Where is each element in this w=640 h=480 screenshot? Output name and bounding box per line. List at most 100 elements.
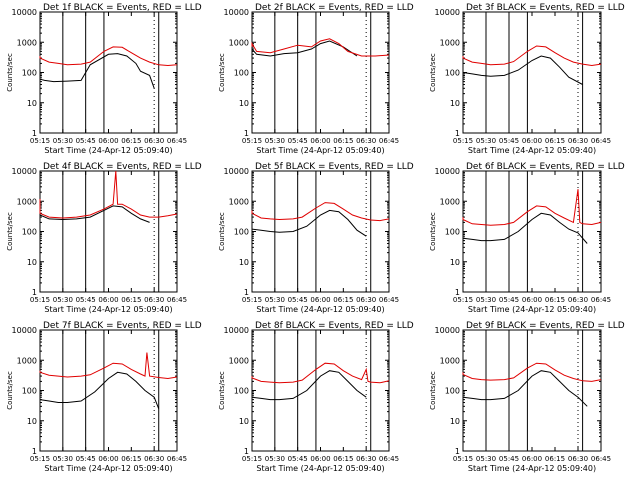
y-tick-label: 1 [244,447,249,456]
y-tick-label: 1 [244,129,249,138]
x-tick-label: 06:15 [545,455,565,463]
panel-title: Det 9f BLACK = Events, RED = LLD [466,321,625,331]
y-tick-label: 100 [22,228,37,237]
x-tick-label: 05:30 [476,137,496,145]
y-tick-label: 1000 [229,356,249,365]
y-tick-label: 10000 [12,326,37,335]
x-axis-label: Start Time (24-Apr-12 05:09:40) [256,146,384,155]
x-tick-label: 06:30 [144,296,164,304]
events-series-line [462,212,588,244]
x-tick-label: 05:45 [499,137,519,145]
x-tick-label: 06:30 [568,137,588,145]
events-series-line [462,370,588,407]
x-tick-label: 05:45 [499,296,519,304]
y-tick-label: 10 [450,417,460,426]
x-tick-label: 06:00 [522,296,542,304]
y-tick-label: 100 [234,387,249,396]
x-tick-label: 06:30 [356,296,376,304]
y-axis-label: Counts/sec [6,371,14,410]
y-tick-label: 10 [239,99,249,108]
x-axis-label: Start Time (24-Apr-12 05:09:40) [468,305,596,314]
y-axis-label: Counts/sec [6,212,14,251]
y-tick-label: 10000 [435,8,460,17]
events-series-line [39,53,155,89]
x-tick-label: 06:30 [356,137,376,145]
panel-6: Det 6f BLACK = Events, RED = LLD 1 10 100 10… [429,162,625,314]
x-tick-label: 06:30 [568,455,588,463]
x-tick-label: 06:45 [379,296,399,304]
x-tick-label: 06:00 [98,455,118,463]
x-axis-label: Start Time (24-Apr-12 05:09:40) [44,305,172,314]
x-tick-label: 06:15 [545,137,565,145]
x-tick-label: 06:15 [121,296,141,304]
x-tick-label: 06:30 [144,455,164,463]
x-tick-label: 06:15 [545,296,565,304]
plot-frame [39,329,178,452]
y-tick-label: 10000 [224,8,249,17]
x-tick-label: 06:00 [522,455,542,463]
y-tick-label: 10 [450,99,460,108]
y-axis-label: Counts/sec [429,53,437,92]
y-tick-label: 10000 [224,326,249,335]
x-axis-label: Start Time (24-Apr-12 05:09:40) [256,464,384,473]
y-tick-label: 10 [27,258,37,267]
y-tick-label: 10000 [224,167,249,176]
lld-series-line [251,362,390,384]
panel-title: Det 5f BLACK = Events, RED = LLD [255,162,414,172]
y-tick-label: 10000 [12,8,37,17]
y-axis-label: Counts/sec [429,371,437,410]
x-tick-label: 06:30 [568,296,588,304]
x-axis-label: Start Time (24-Apr-12 05:09:40) [44,146,172,155]
x-tick-label: 05:15 [30,296,50,304]
lld-series-line [39,352,178,380]
y-tick-label: 100 [445,387,460,396]
lld-series-line [39,46,178,67]
y-tick-label: 1000 [229,38,249,47]
x-tick-label: 05:15 [242,296,262,304]
x-tick-label: 05:45 [76,296,96,304]
y-tick-label: 1000 [17,38,37,47]
x-tick-label: 06:00 [98,296,118,304]
y-tick-label: 100 [445,69,460,78]
x-tick-label: 05:30 [265,455,285,463]
panel-title: Det 6f BLACK = Events, RED = LLD [466,162,625,172]
x-tick-label: 05:45 [499,455,519,463]
x-tick-label: 06:15 [333,296,353,304]
x-tick-label: 05:30 [476,296,496,304]
x-tick-label: 06:45 [591,296,611,304]
lld-series-line [39,170,178,219]
panel-title: Det 4f BLACK = Events, RED = LLD [43,162,202,172]
x-tick-label: 05:45 [288,137,308,145]
plot-frame [462,329,602,452]
events-series-line [251,370,367,401]
panel-3: Det 3f BLACK = Events, RED = LLD 1 10 100 10… [429,3,625,155]
x-tick-label: 06:45 [379,137,399,145]
panel-8: Det 8f BLACK = Events, RED = LLD 1 10 100 10… [218,321,414,473]
x-axis-label: Start Time (24-Apr-12 05:09:40) [468,464,596,473]
y-tick-label: 1 [244,288,249,297]
panel-5: Det 5f BLACK = Events, RED = LLD 1 10 100 10… [218,162,414,314]
x-axis-label: Start Time (24-Apr-12 05:09:40) [256,305,384,314]
y-tick-label: 10 [239,258,249,267]
events-series-line [462,55,583,85]
x-tick-label: 06:45 [167,455,187,463]
x-tick-label: 05:15 [242,137,262,145]
y-tick-label: 10 [239,417,249,426]
x-tick-label: 05:30 [265,296,285,304]
panel-title: Det 1f BLACK = Events, RED = LLD [43,3,202,13]
y-tick-label: 1000 [440,38,460,47]
panel-2: Det 2f BLACK = Events, RED = LLD 1 10 100 10… [218,3,414,155]
y-axis-label: Counts/sec [218,212,226,251]
panel-4: Det 4f BLACK = Events, RED = LLD 1 10 100 10… [6,162,202,314]
x-tick-label: 06:00 [310,296,330,304]
x-tick-label: 05:45 [76,455,96,463]
y-tick-label: 1000 [17,356,37,365]
y-axis-label: Counts/sec [429,212,437,251]
x-tick-label: 06:30 [356,455,376,463]
y-tick-label: 1000 [17,197,37,206]
y-tick-label: 1000 [229,197,249,206]
y-tick-label: 100 [445,228,460,237]
lld-series-line [462,362,602,382]
y-tick-label: 1 [455,129,460,138]
x-tick-label: 05:30 [53,137,73,145]
